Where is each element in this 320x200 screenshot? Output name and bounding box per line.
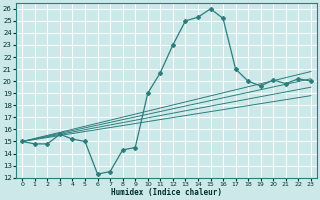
X-axis label: Humidex (Indice chaleur): Humidex (Indice chaleur) [111,188,222,197]
